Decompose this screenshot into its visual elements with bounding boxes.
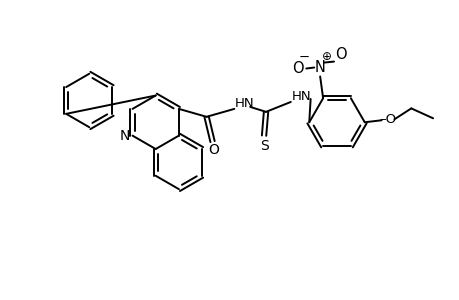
Text: –O: –O (378, 113, 395, 126)
Text: S: S (259, 139, 268, 152)
Text: HN: HN (291, 89, 311, 103)
Text: N: N (314, 60, 325, 75)
Text: ⊕: ⊕ (321, 50, 331, 63)
Text: O: O (335, 47, 346, 62)
Text: HN: HN (234, 98, 253, 110)
Text: −: − (298, 51, 309, 64)
Text: O: O (292, 61, 303, 76)
Text: O: O (207, 143, 218, 158)
Text: N: N (119, 129, 129, 142)
